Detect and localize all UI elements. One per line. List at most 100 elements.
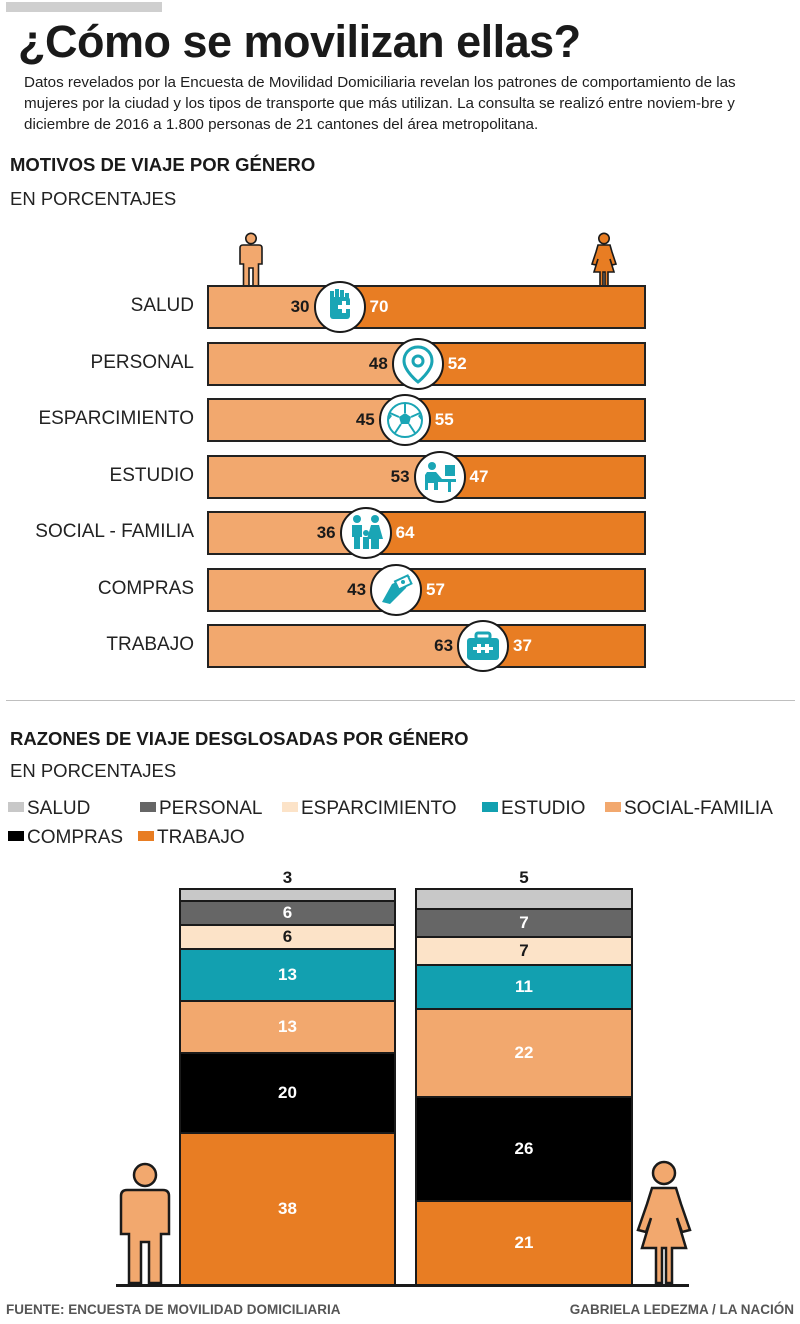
stack-baseline <box>116 1284 689 1287</box>
stack-segment-compras: 26 <box>415 1096 633 1202</box>
category-label: SALUD <box>130 295 194 316</box>
legend-swatch <box>8 831 24 841</box>
legend-swatch <box>138 831 154 841</box>
male-bar <box>209 343 418 384</box>
section2-title: RAZONES DE VIAJE DESGLOSADAS POR GÉNERO <box>10 728 469 749</box>
woman-large-icon <box>636 1160 692 1285</box>
soccer-ball-icon <box>378 394 431 446</box>
male-value: 43 <box>347 579 367 599</box>
category-label: ESPARCIMIENTO <box>38 408 194 429</box>
female-bar <box>207 285 646 329</box>
segment-value: 7 <box>519 913 529 932</box>
female-bar <box>207 624 646 668</box>
category-label: ESTUDIO <box>109 464 194 486</box>
category-label: COMPRAS <box>97 577 194 599</box>
top-accent-bar <box>6 2 162 12</box>
male-bar <box>209 400 405 440</box>
woman-icon <box>590 232 618 287</box>
male-value: 53 <box>390 466 410 486</box>
stack-segment-compras: 20 <box>179 1052 396 1134</box>
legend-label: SOCIAL-FAMILIA <box>624 798 773 819</box>
legend-swatch <box>605 802 621 812</box>
student-desk-icon <box>413 450 466 503</box>
legend-label: SALUD <box>27 798 91 819</box>
segment-value: 6 <box>282 927 293 946</box>
male-value: 48 <box>368 353 388 373</box>
female-value: 47 <box>469 466 489 486</box>
stack-segment-trabajo: 38 <box>179 1132 396 1286</box>
family-icon <box>339 507 392 559</box>
legend-item: TRABAJO <box>138 827 245 849</box>
legend-item: SOCIAL-FAMILIA <box>605 798 773 820</box>
briefcase-icon <box>457 620 510 672</box>
medical-hand-icon <box>313 281 366 333</box>
segment-value: 21 <box>514 1233 534 1252</box>
female-value: 64 <box>395 523 415 542</box>
legend-swatch <box>8 802 24 812</box>
legend-item: SALUD <box>8 798 90 820</box>
man-icon <box>239 232 263 287</box>
stack-segment-estudio: 11 <box>415 964 633 1010</box>
stack-segment-esparcimiento: 6 <box>179 924 396 950</box>
female-value: 55 <box>434 410 454 429</box>
source-note: FUENTE: ENCUESTA DE MOVILIDAD DOMICILIAR… <box>6 1302 341 1317</box>
legend-label: PERSONAL <box>159 798 263 819</box>
category-label: PERSONAL <box>90 351 194 373</box>
stack-segment-trabajo: 21 <box>415 1200 633 1286</box>
category-label: SOCIAL - FAMILIA <box>35 521 194 542</box>
male-value: 45 <box>355 410 375 429</box>
segment-value: 13 <box>278 1017 297 1036</box>
legend-item: COMPRAS <box>8 827 123 849</box>
segment-value: 6 <box>282 903 293 922</box>
location-pin-icon <box>391 337 444 390</box>
male-bar <box>209 626 484 666</box>
salud-value: 3 <box>282 868 293 887</box>
female-value: 52 <box>447 353 467 373</box>
stack-segment-estudio: 13 <box>179 948 396 1002</box>
page-title: ¿Cómo se movilizan ellas? <box>18 16 581 67</box>
section2-subtitle: EN PORCENTAJES <box>10 760 177 781</box>
male-bar <box>209 513 366 553</box>
legend-swatch <box>482 802 498 812</box>
category-label: TRABAJO <box>106 634 194 655</box>
segment-value: 38 <box>278 1199 297 1218</box>
male-value: 63 <box>434 636 454 655</box>
legend-label: ESPARCIMIENTO <box>301 798 457 819</box>
male-value: 36 <box>316 523 336 542</box>
segment-value: 20 <box>278 1083 297 1102</box>
male-value: 30 <box>290 297 310 316</box>
female-bar <box>207 511 646 555</box>
shopping-cash-icon <box>370 563 423 616</box>
legend-swatch <box>140 802 156 812</box>
legend-swatch <box>282 802 298 812</box>
salud-value: 5 <box>519 868 529 887</box>
male-bar <box>209 456 440 497</box>
stack-segment-esparcimiento: 7 <box>415 936 633 966</box>
section1-title: MOTIVOS DE VIAJE POR GÉNERO <box>10 154 316 175</box>
section-divider <box>6 700 795 701</box>
female-value: 37 <box>513 636 532 655</box>
segment-value: 11 <box>515 977 533 996</box>
legend-label: COMPRAS <box>27 827 124 848</box>
stack-segment-personal: 7 <box>415 908 633 938</box>
stack-segment-social_familia: 22 <box>415 1008 633 1098</box>
lead-paragraph: Datos revelados por la Encuesta de Movil… <box>24 74 736 133</box>
legend-item: PERSONAL <box>140 798 262 820</box>
female-value: 70 <box>369 297 389 316</box>
female-bar <box>207 567 646 612</box>
man-large-icon <box>119 1162 171 1285</box>
section1-subtitle: EN PORCENTAJES <box>10 188 177 209</box>
legend-item: ESTUDIO <box>482 798 585 820</box>
legend-label: TRABAJO <box>157 827 245 848</box>
legend-item: ESPARCIMIENTO <box>282 798 457 820</box>
stack-segment-personal: 6 <box>179 900 396 926</box>
segment-value: 26 <box>514 1139 534 1158</box>
segment-value: 13 <box>278 965 297 984</box>
stack-segment-social_familia: 13 <box>179 1000 396 1054</box>
female-value: 57 <box>426 579 445 599</box>
credit-note: GABRIELA LEDEZMA / LA NACIÓN <box>569 1302 794 1317</box>
segment-value: 22 <box>514 1043 534 1062</box>
stack-segment-salud <box>415 888 633 910</box>
legend-label: ESTUDIO <box>501 798 586 819</box>
segment-value: 7 <box>519 941 529 960</box>
